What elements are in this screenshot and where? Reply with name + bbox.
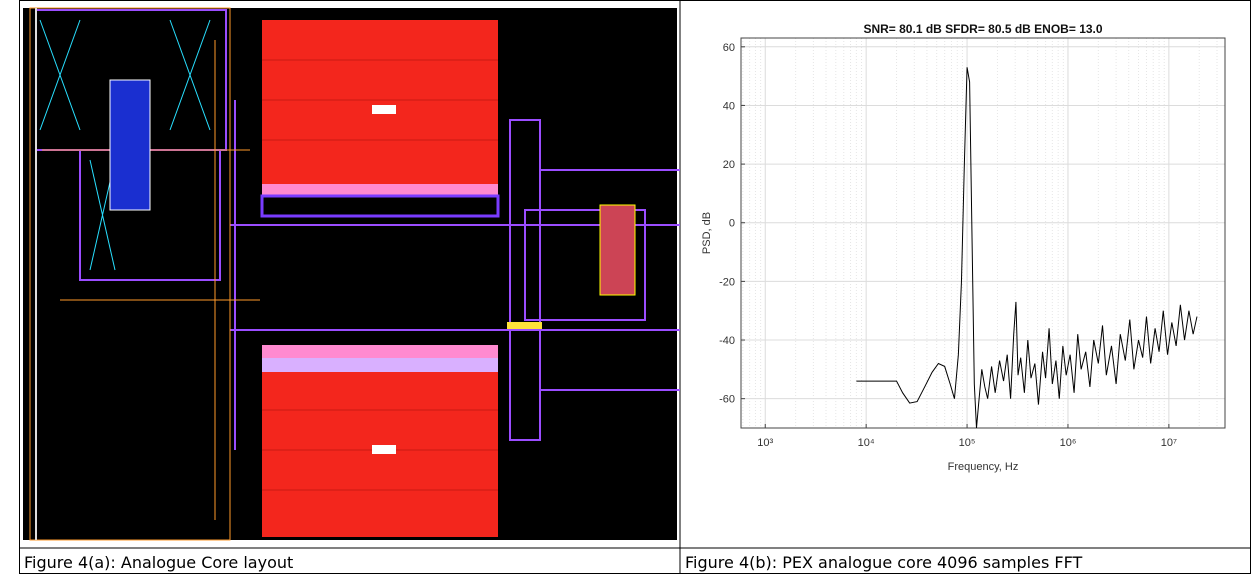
caption: Figure 4(b): PEX analogue core 4096 samp…: [685, 553, 1083, 572]
x-tick-label: 10³: [757, 437, 773, 449]
x-axis-label: Frequency, Hz: [948, 461, 1019, 473]
x-tick-label: 10⁴: [858, 437, 875, 449]
psd-line: [856, 67, 1198, 429]
x-tick-label: 10⁷: [1161, 437, 1177, 449]
fft-chart: SNR= 80.1 dB SFDR= 80.5 dB ENOB= 13.0 Fr…: [701, 22, 1226, 473]
caption: Figure 4(a): Analogue Core layout: [24, 553, 293, 572]
y-tick-label: -20: [719, 276, 735, 288]
y-tick-label: -60: [719, 394, 735, 406]
chart-title: SNR= 80.1 dB SFDR= 80.5 dB ENOB= 13.0: [863, 22, 1102, 36]
y-tick-label: -40: [719, 335, 735, 347]
y-tick-label: 20: [723, 159, 735, 171]
y-tick-label: 60: [723, 42, 735, 54]
layout-image: [23, 7, 680, 541]
y-axis-label: PSD, dB: [701, 212, 713, 254]
axes-box: [740, 37, 1226, 429]
y-tick-label: 0: [729, 218, 735, 230]
y-tick-label: 40: [723, 100, 735, 112]
x-tick-label: 10⁵: [959, 437, 976, 449]
x-tick-label: 10⁶: [1060, 437, 1077, 449]
plot-area: [741, 38, 1225, 428]
